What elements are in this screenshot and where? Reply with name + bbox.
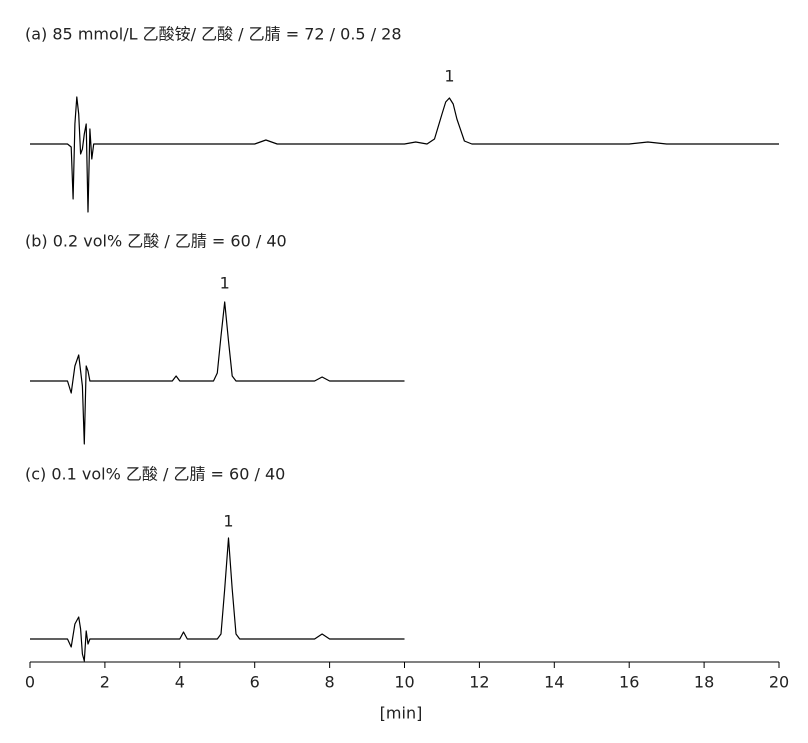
x-tick-label: 2	[100, 673, 110, 692]
x-tick-label: 4	[175, 673, 185, 692]
x-tick-label: 18	[694, 673, 714, 692]
peak-label: 1	[223, 512, 233, 531]
x-tick-label: 12	[469, 673, 489, 692]
panel-title: (c) 0.1 vol% 乙酸 / 乙腈 = 60 / 40	[25, 465, 285, 484]
trace	[30, 537, 405, 662]
x-tick-label: 20	[769, 673, 789, 692]
peak-label: 1	[444, 67, 454, 86]
x-tick-label: 0	[25, 673, 35, 692]
x-tick-label: 8	[325, 673, 335, 692]
x-tick-label: 14	[544, 673, 564, 692]
x-tick-label: 16	[619, 673, 639, 692]
trace	[30, 96, 779, 213]
x-tick-label: 6	[250, 673, 260, 692]
panel-title: (b) 0.2 vol% 乙酸 / 乙腈 = 60 / 40	[25, 232, 287, 251]
peak-label: 1	[220, 274, 230, 293]
panel-title: (a) 85 mmol/L 乙酸铵/ 乙酸 / 乙腈 = 72 / 0.5 / …	[25, 25, 402, 44]
x-tick-label: 10	[394, 673, 414, 692]
trace	[30, 301, 405, 445]
x-axis-label: [min]	[380, 704, 423, 723]
